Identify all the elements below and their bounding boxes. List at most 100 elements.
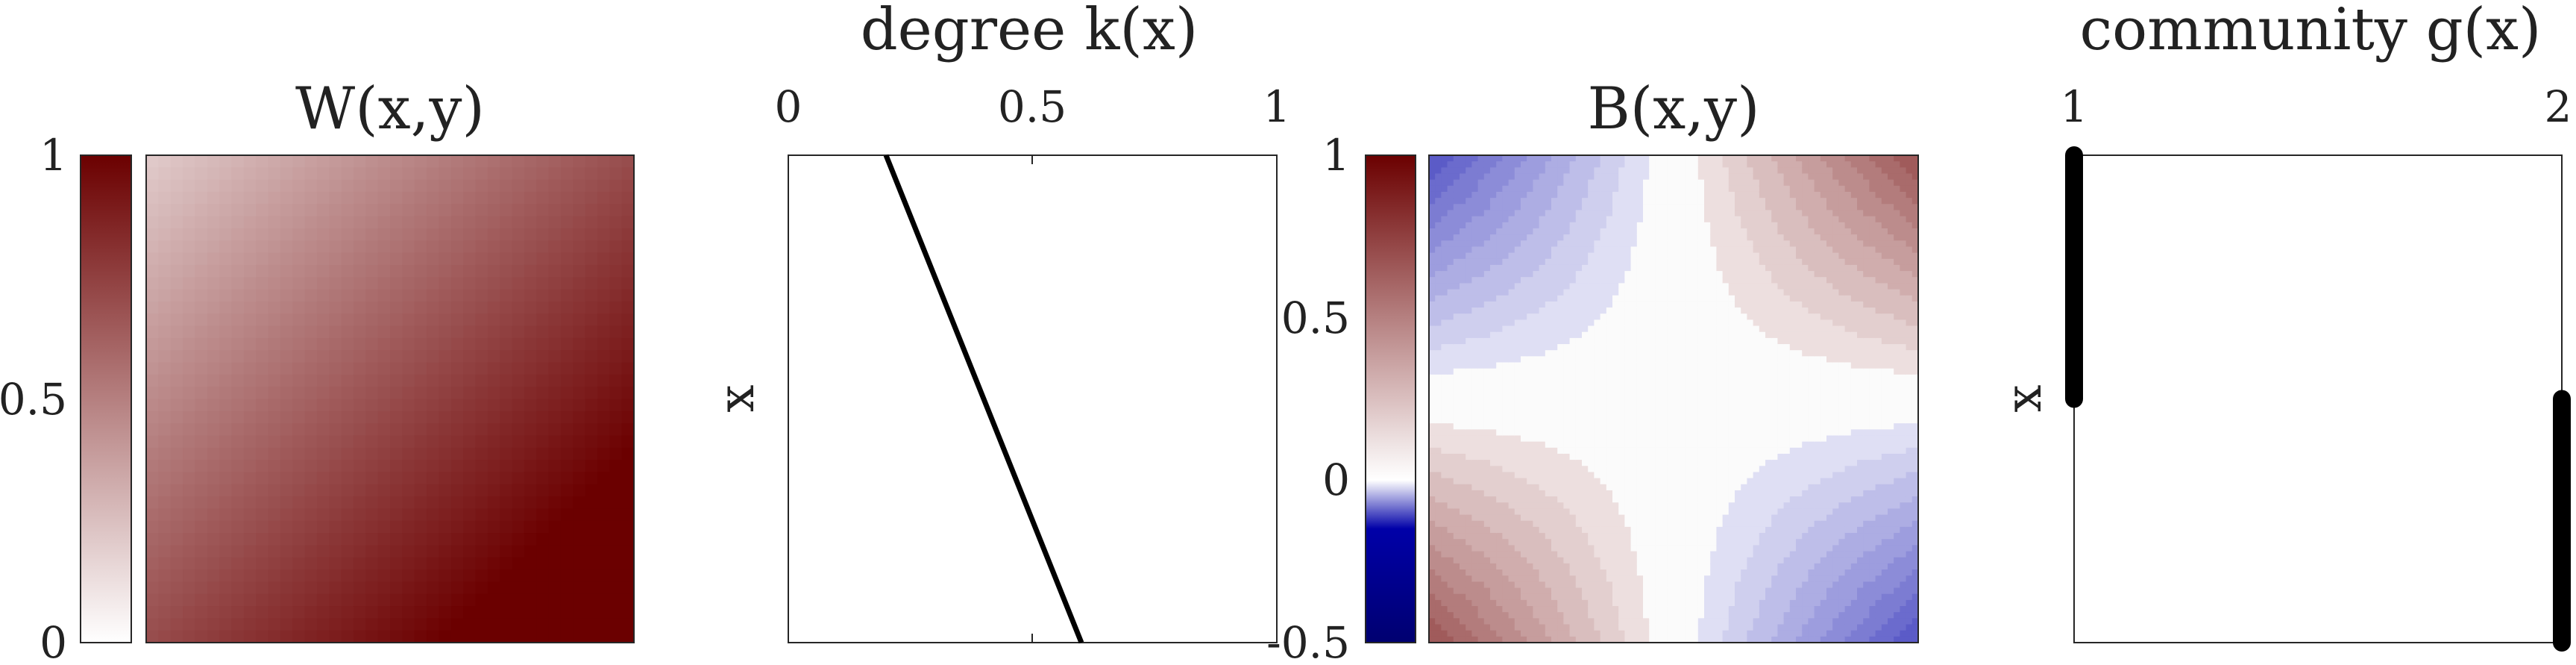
- b-contour-cell: [1496, 307, 1503, 314]
- b-contour-cell: [1539, 374, 1546, 381]
- b-contour-cell: [1483, 337, 1491, 345]
- b-contour-cell: [1539, 630, 1546, 637]
- b-contour-cell: [1521, 198, 1527, 205]
- b-contour-cell: [1582, 252, 1589, 260]
- b-contour-cell: [1435, 240, 1442, 248]
- w-heat-cell: [463, 240, 477, 254]
- b-contour-cell: [1582, 606, 1589, 613]
- b-contour-cell: [1490, 435, 1497, 443]
- b-contour-cell: [1441, 514, 1448, 522]
- w-heat-cell: [231, 240, 245, 254]
- b-contour-cell: [1569, 441, 1577, 449]
- b-contour-cell: [1460, 252, 1466, 260]
- w-heat-cell: [536, 337, 550, 352]
- b-contour-cell: [1466, 185, 1472, 193]
- b-contour-cell: [1545, 240, 1552, 248]
- w-heat-cell: [207, 155, 220, 169]
- b-contour-cell: [1490, 362, 1497, 369]
- b-contour-cell: [1453, 563, 1460, 570]
- w-heat-cell: [536, 216, 550, 229]
- w-heat-cell: [609, 630, 623, 643]
- w-heat-cell: [195, 289, 208, 302]
- b-contour-cell: [1649, 313, 1656, 320]
- b-contour-cell: [1636, 387, 1644, 393]
- b-contour-cell: [1429, 630, 1436, 637]
- b-contour-cell: [1539, 295, 1546, 302]
- b-contour-cell: [1636, 337, 1644, 345]
- b-contour-cell: [1466, 563, 1472, 570]
- b-contour-cell: [1674, 222, 1680, 229]
- b-contour-cell: [1630, 337, 1638, 345]
- w-heat-cell: [292, 191, 306, 205]
- w-heat-cell: [439, 179, 452, 193]
- w-heat-cell: [219, 337, 233, 352]
- b-colorbar-tick-1: 1: [1322, 130, 1350, 181]
- b-contour-cell: [1429, 593, 1436, 601]
- b-contour-cell: [1649, 460, 1656, 466]
- b-contour-cell: [1557, 508, 1564, 516]
- b-contour-cell: [1557, 313, 1564, 320]
- b-contour-cell: [1606, 581, 1613, 589]
- b-contour-cell: [1600, 222, 1607, 229]
- b-contour-cell: [1441, 173, 1448, 181]
- w-heat-cell: [243, 472, 257, 485]
- b-contour-cell: [1618, 264, 1625, 272]
- b-contour-cell: [1533, 447, 1540, 455]
- b-contour-cell: [1612, 277, 1619, 284]
- b-contour-cell: [1618, 405, 1625, 412]
- b-contour-cell: [1514, 484, 1521, 491]
- b-contour-cell: [1441, 198, 1448, 205]
- w-heat-cell: [427, 167, 440, 181]
- w-heat-cell: [158, 508, 172, 522]
- w-heat-cell: [609, 252, 623, 266]
- b-contour-cell: [1575, 337, 1583, 345]
- b-contour-cell: [1594, 337, 1601, 345]
- w-heat-cell: [329, 337, 342, 352]
- w-heat-cell: [280, 191, 293, 205]
- w-heat-cell: [402, 277, 415, 290]
- b-contour-cell: [1630, 563, 1638, 570]
- b-contour-cell: [1557, 545, 1564, 552]
- b-contour-cell: [1490, 179, 1497, 187]
- b-contour-cell: [1655, 490, 1662, 497]
- b-contour-cell: [1466, 405, 1472, 412]
- b-contour-cell: [1569, 191, 1577, 199]
- b-contour-cell: [1429, 234, 1436, 241]
- b-contour-cell: [1471, 551, 1479, 558]
- b-contour-cell: [1686, 155, 1693, 162]
- b-contour-cell: [1483, 216, 1491, 223]
- b-contour-cell: [1514, 393, 1521, 400]
- w-heat-cell: [243, 460, 257, 473]
- b-contour-cell: [1557, 460, 1564, 466]
- b-contour-cell: [1630, 587, 1638, 595]
- w-heat-cell: [463, 277, 477, 290]
- b-contour-cell: [1447, 630, 1454, 637]
- w-heat-cell: [170, 520, 183, 534]
- b-contour-cell: [1477, 466, 1485, 473]
- b-contour-cell: [1508, 526, 1515, 534]
- b-contour-cell: [1680, 466, 1686, 473]
- w-heat-cell: [292, 484, 306, 497]
- b-contour-cell: [1502, 484, 1510, 491]
- b-contour-cell: [1643, 636, 1650, 643]
- b-contour-cell: [1514, 155, 1521, 162]
- w-heat-cell: [621, 533, 634, 546]
- b-contour-cell: [1533, 185, 1540, 193]
- b-contour-cell: [1545, 545, 1552, 552]
- w-heat-cell: [439, 581, 452, 595]
- b-contour-cell: [1453, 612, 1460, 619]
- b-contour-cell: [1521, 581, 1527, 589]
- b-contour-cell: [1514, 435, 1521, 443]
- w-heat-cell: [597, 325, 611, 339]
- b-contour-cell: [1429, 344, 1436, 351]
- b-contour-cell: [1612, 155, 1619, 162]
- b-contour-cell: [1477, 508, 1485, 516]
- w-heat-cell: [231, 301, 245, 315]
- b-contour-cell: [1471, 441, 1479, 449]
- w-heat-cell: [427, 508, 440, 522]
- w-heat-cell: [292, 204, 306, 217]
- w-heat-cell: [597, 545, 611, 558]
- w-heat-cell: [463, 362, 477, 375]
- b-contour-cell: [1502, 624, 1510, 631]
- b-contour-cell: [1441, 599, 1448, 607]
